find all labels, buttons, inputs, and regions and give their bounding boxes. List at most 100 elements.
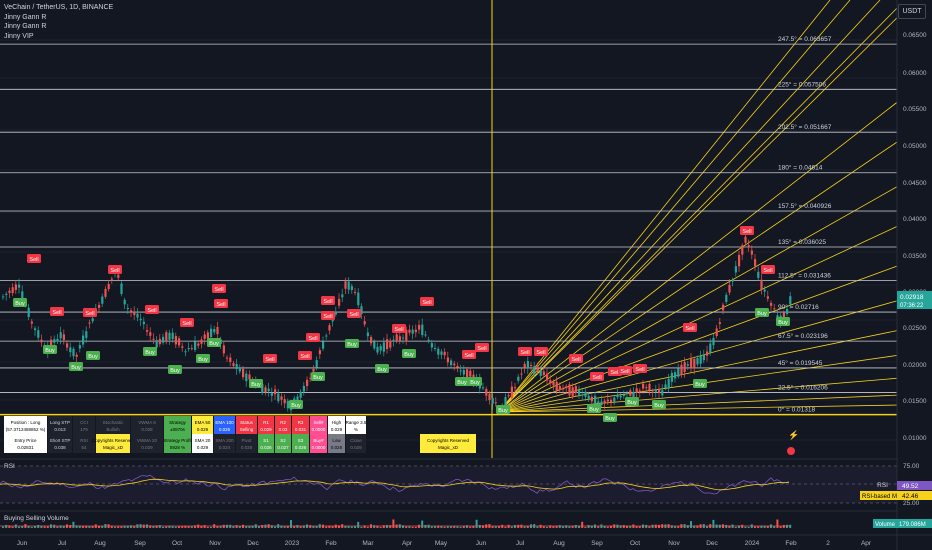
buy-signal-label: Buy (498, 408, 508, 414)
table-cell (73, 434, 95, 453)
sell-signal (83, 308, 97, 317)
candle-body (408, 329, 411, 333)
candle-body (354, 291, 357, 293)
buy-signal (693, 379, 707, 388)
alert-icon[interactable]: ⚡ (788, 429, 799, 441)
price-axis[interactable]: 0.06500 0.06000 0.05500 0.05000 0.04500 0.040… (860, 0, 932, 550)
candle-body (235, 363, 238, 370)
volume-bar (178, 526, 180, 528)
volume-bar (443, 526, 446, 528)
candle-body (613, 397, 616, 402)
gann-fan-line (498, 299, 901, 413)
buy-signal-label: Buy (209, 341, 219, 347)
price-tick: 0.02000 (903, 362, 927, 369)
sell-signal-label: Sell (742, 229, 751, 235)
volume-bar (162, 526, 164, 528)
candle-body (670, 372, 673, 382)
candle-body (674, 372, 677, 379)
buy-signal (196, 354, 210, 363)
time-label: Oct (172, 540, 182, 547)
candle-body (155, 339, 158, 348)
candle-body (312, 368, 315, 372)
table-cell-text: R1 (263, 420, 269, 425)
buy-signal-label: Buy (170, 368, 180, 374)
volume-bar (546, 526, 548, 528)
candle-body (709, 343, 712, 353)
volume-bar (392, 519, 395, 528)
current-price: 0.02918 (900, 294, 924, 301)
volume-bar (296, 525, 299, 528)
time-label: Aug (94, 540, 106, 547)
volume-bar (85, 525, 88, 528)
table-cell-text: 0.026 (260, 445, 272, 450)
candle-body (245, 373, 248, 382)
volume-bar (565, 525, 568, 528)
candle-body (222, 345, 225, 354)
candle-body (174, 336, 177, 345)
symbol-title[interactable]: VeChain / TetherUS, 1D, BINANCE (4, 4, 114, 11)
sell-signal (180, 318, 194, 327)
candle-body (184, 351, 187, 353)
flag-icon[interactable] (787, 447, 795, 455)
volume-bar (504, 526, 507, 528)
volume-bar (155, 525, 158, 528)
time-label: Dec (247, 540, 259, 547)
table-cell-text: Position : Long (11, 420, 41, 425)
time-label: May (435, 540, 448, 547)
indicator-legend-vip[interactable]: Jinny VIP (4, 32, 34, 40)
candle-body (434, 347, 437, 349)
buy-signal (143, 347, 157, 356)
gann-level-label: 0° = 0.01318 (778, 406, 816, 414)
volume-bar (72, 521, 75, 528)
candle-body (619, 395, 622, 398)
buy-signal-label: Buy (251, 382, 261, 388)
rsi-value: 49.52 (902, 483, 919, 490)
indicator-legend-gann-2[interactable]: Jinny Gann R (4, 23, 47, 30)
sell-signal-label: Sell (214, 287, 223, 293)
candle-body (21, 291, 24, 299)
candle-body (542, 371, 545, 376)
table-cell-text: RSI (80, 438, 88, 443)
table-cell-text: Copyrights Reserved (92, 438, 135, 443)
sell-signal (392, 324, 406, 333)
volume-bar (440, 526, 443, 528)
candle-body (718, 322, 721, 324)
volume-bar (299, 526, 302, 528)
currency-button[interactable]: USDT (898, 4, 926, 19)
candle-body (194, 341, 197, 350)
volume-bar (194, 525, 196, 528)
candle-body (373, 341, 376, 349)
volume-bar (536, 526, 539, 528)
table-cell-text: Entry Price (14, 438, 37, 443)
volume-bar (555, 525, 558, 528)
sell-signal-label: Sell (610, 370, 619, 376)
table-cell (73, 416, 95, 435)
table-cell-text: S3 (298, 438, 304, 443)
candle-body (382, 342, 385, 352)
rsi-value-tag (897, 481, 932, 490)
candle-body (686, 364, 689, 366)
time-axis[interactable]: Jun Jul Aug Sep Oct Nov Dec 2023 Feb Mar Apr May Jun… (0, 534, 932, 547)
candle-body (402, 337, 405, 339)
volume-bar (610, 525, 612, 528)
indicator-legend-gann-1[interactable]: Jinny Gann R (4, 13, 47, 21)
candle-body (309, 377, 312, 379)
copyright-text: Copyrights Reserved (427, 438, 470, 443)
volume-bar (456, 526, 459, 528)
candle-body (142, 321, 145, 325)
candle-body (568, 384, 571, 396)
buy-signal (587, 404, 601, 413)
candle-body (190, 348, 193, 350)
volume-tag (897, 519, 932, 528)
volume-bar (514, 525, 516, 528)
candle-body (325, 335, 328, 337)
candle-body (62, 334, 65, 340)
candle-body (757, 271, 760, 278)
volume-bar (315, 526, 318, 528)
volume-bar (290, 520, 292, 528)
volume-bar (376, 525, 379, 528)
volume-pane: Buying Selling Volume (0, 515, 792, 528)
candle-body (75, 354, 78, 357)
volume-bar (238, 526, 241, 528)
